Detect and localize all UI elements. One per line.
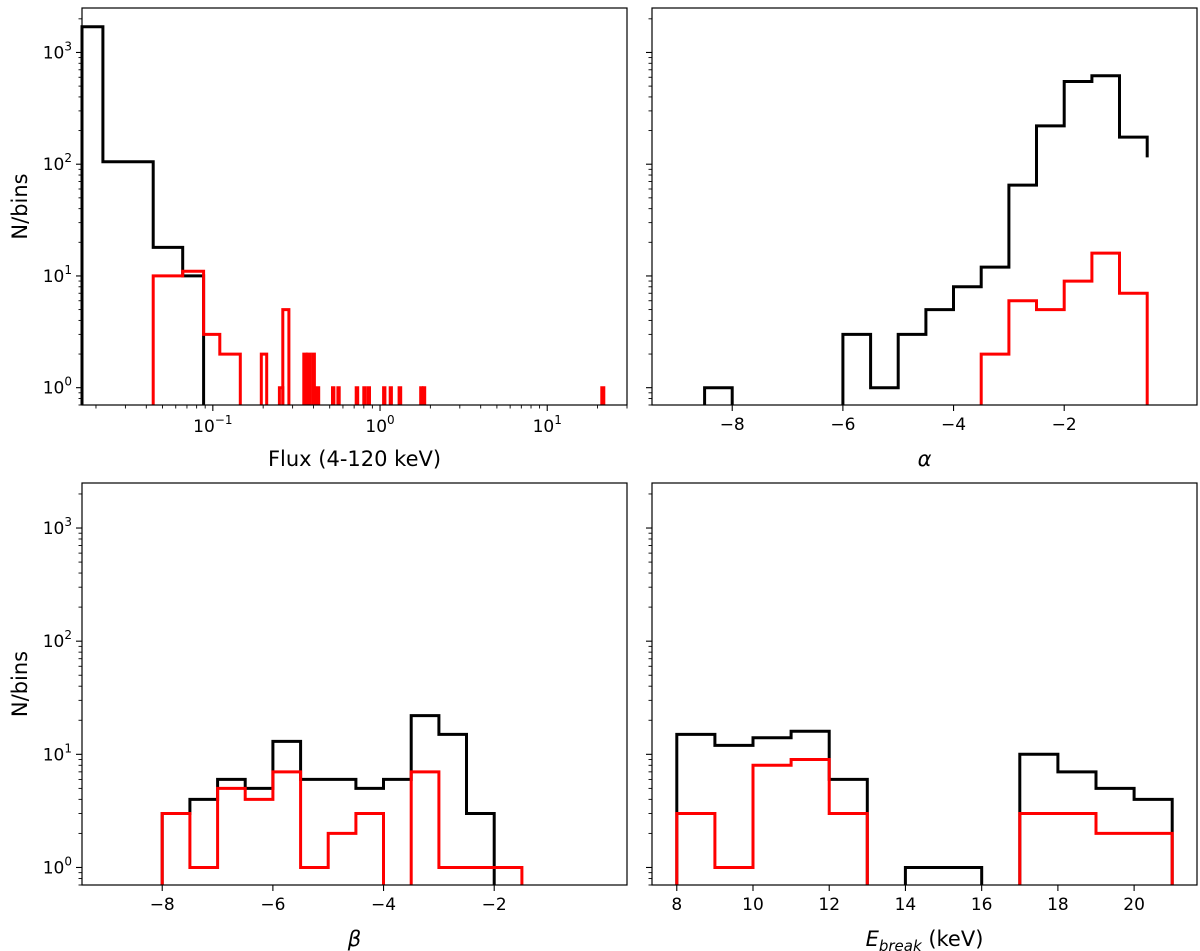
hist-selected-0: [979, 251, 1149, 405]
panel-ebreak-histogram: 8 10 12 14 16 18 20 Ebreak (keV): [646, 482, 1198, 951]
y-tick-label: 101: [43, 263, 72, 287]
x-tick-label: −6: [830, 415, 855, 435]
x-tick-label: −2: [1052, 415, 1077, 435]
axes-frame: [651, 7, 1198, 406]
x-tick-label: −8: [150, 895, 175, 915]
hist-spike-5: [311, 352, 316, 405]
hist-spike-10: [362, 386, 367, 405]
axes-frame: [651, 482, 1198, 886]
hist-spike-14: [397, 386, 403, 405]
x-tick-label: 16: [971, 895, 993, 915]
hist-spike-11: [366, 386, 371, 405]
x-tick-label: −2: [482, 895, 507, 915]
x-tick-label: 101: [533, 413, 562, 437]
x-tick-label: −4: [371, 895, 396, 915]
axes-frame: [81, 482, 628, 886]
hist-spike-7: [331, 386, 336, 405]
hist-spike-3: [302, 352, 308, 405]
x-axis-label: Ebreak (keV): [866, 927, 984, 951]
hist-spike-17: [600, 386, 606, 405]
panel-flux-histogram: 100 101 102 103 N/bins 10−1 100 101 Flux (4-120 …: [8, 7, 628, 471]
panel-alpha-histogram: −8 −6 −4 −2 α: [646, 7, 1198, 471]
x-tick-label: 8: [671, 895, 682, 915]
x-axis-label: Flux (4-120 keV): [268, 447, 441, 471]
hist-spike-2: [281, 308, 291, 405]
hist-all-0: [703, 386, 734, 405]
x-tick-label: 20: [1123, 895, 1145, 915]
hist-all-0: [80, 25, 206, 405]
hist-selected-0: [151, 269, 242, 405]
hist-selected-1: [409, 770, 524, 885]
hist-spike-12: [382, 386, 387, 405]
hist-spike-0: [259, 352, 269, 405]
hist-selected-0: [160, 770, 385, 885]
hist-all-1: [903, 866, 984, 885]
x-tick-label: −6: [260, 895, 285, 915]
x-tick-label: 10−1: [193, 413, 232, 437]
y-tick-label: 100: [43, 375, 72, 399]
y-tick-label: 103: [43, 39, 72, 63]
x-tick-label: 12: [818, 895, 840, 915]
y-tick-label: 103: [43, 515, 72, 539]
y-tick-label: 102: [43, 628, 72, 652]
hist-all-1: [841, 74, 1149, 405]
x-tick-label: 14: [895, 895, 917, 915]
axes-frame: [81, 7, 628, 406]
hist-selected-1: [1018, 812, 1174, 885]
x-tick-label: 18: [1047, 895, 1069, 915]
x-tick-label: 100: [365, 413, 394, 437]
hist-all-0: [675, 729, 869, 885]
hist-spike-6: [315, 386, 321, 405]
y-axis-label: N/bins: [8, 173, 32, 239]
x-tick-label: −4: [941, 415, 966, 435]
hist-spike-4: [305, 352, 312, 405]
hist-spike-8: [336, 386, 341, 405]
hist-spike-13: [388, 386, 393, 405]
x-axis-label: β: [347, 927, 361, 951]
x-axis-label: α: [918, 447, 932, 471]
y-axis-label: N/bins: [8, 651, 32, 717]
y-tick-label: 100: [43, 854, 72, 878]
y-tick-label: 101: [43, 741, 72, 765]
hist-spike-15: [419, 386, 424, 405]
x-tick-label: 10: [742, 895, 764, 915]
x-tick-label: −8: [720, 415, 745, 435]
panel-beta-histogram: 100 101 102 103 N/bins −8 −6 −4 −2 β: [8, 482, 628, 951]
hist-spike-16: [422, 386, 427, 405]
y-tick-label: 102: [43, 151, 72, 175]
hist-all-2: [1018, 752, 1174, 885]
hist-selected-0: [675, 758, 869, 885]
hist-spike-9: [354, 386, 360, 405]
